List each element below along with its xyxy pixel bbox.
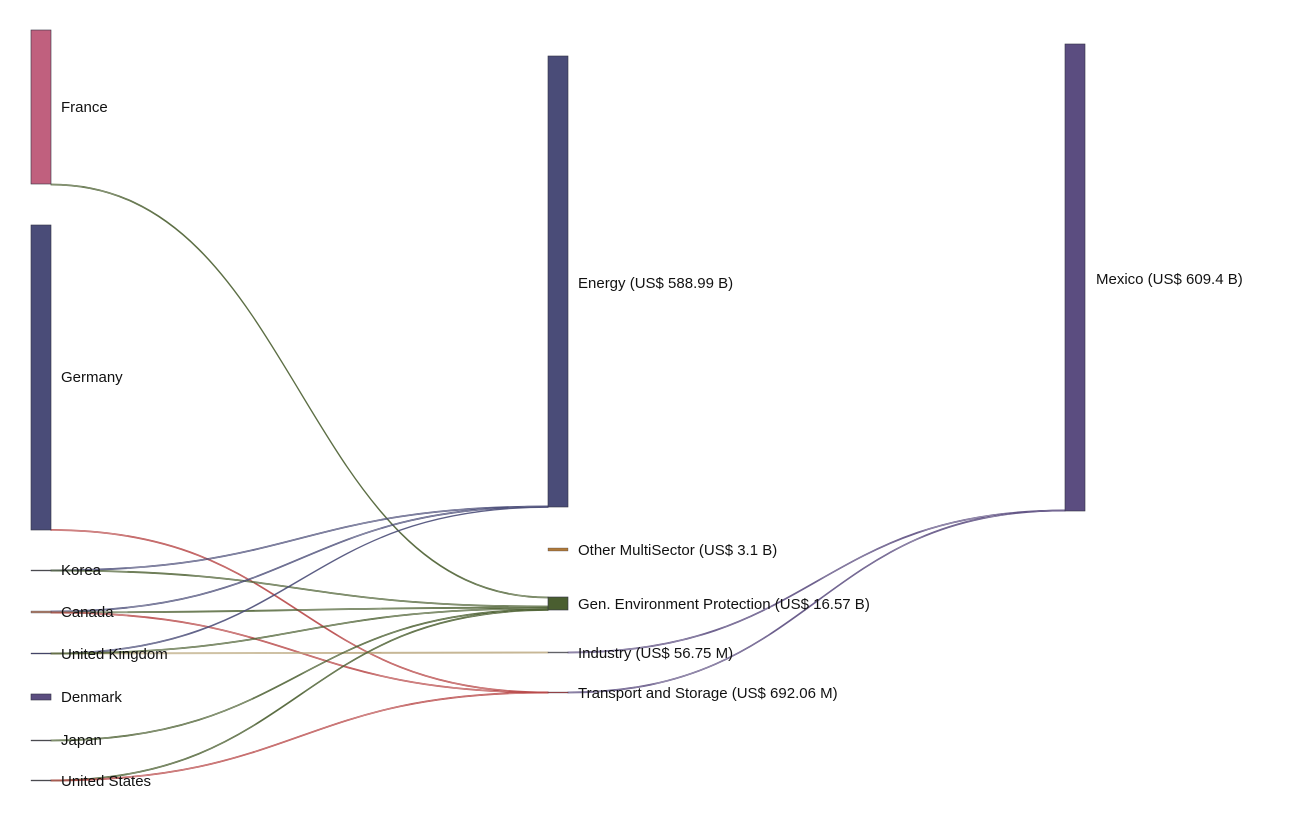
node-japan xyxy=(30,739,52,742)
link-industry-to-mexico xyxy=(567,509,1066,654)
node-label-mexico: Mexico (US$ 609.4 B) xyxy=(1096,271,1243,288)
labels-layer: France Germany Korea Canada United Kingd… xyxy=(61,99,1243,790)
node-label-canada: Canada xyxy=(61,604,114,621)
node-korea xyxy=(30,569,52,572)
node-uk xyxy=(30,652,52,655)
link-canada-to-energy xyxy=(50,505,549,613)
node-label-japan: Japan xyxy=(61,732,102,749)
node-label-energy: Energy (US$ 588.99 B) xyxy=(578,275,733,292)
node-energy xyxy=(547,55,569,508)
node-denmark xyxy=(30,693,52,701)
node-label-germany: Germany xyxy=(61,369,123,386)
node-france xyxy=(30,29,52,185)
node-label-denmark: Denmark xyxy=(61,689,122,706)
node-us xyxy=(30,779,52,782)
node-other xyxy=(547,547,569,552)
node-mexico xyxy=(1064,43,1086,512)
node-label-other-multisector: Other MultiSector (US$ 3.1 B) xyxy=(578,542,777,559)
node-label-gen-environment-protection: Gen. Environment Protection (US$ 16.57 B… xyxy=(578,596,870,613)
node-label-transport-and-storage: Transport and Storage (US$ 692.06 M) xyxy=(578,685,838,702)
link-france-to-energy xyxy=(51,30,548,210)
node-germany xyxy=(30,224,52,531)
node-label-korea: Korea xyxy=(61,562,102,579)
link-uk-to-energy xyxy=(50,506,549,655)
node-label-industry: Industry (US$ 56.75 M) xyxy=(578,645,733,662)
node-canada xyxy=(30,610,52,614)
link-germany-to-transport xyxy=(50,529,549,694)
node-env xyxy=(547,596,569,611)
node-label-united-states: United States xyxy=(61,773,151,790)
node-label-united-kingdom: United Kingdom xyxy=(61,646,168,663)
node-transport xyxy=(547,691,569,694)
link-korea-to-env xyxy=(50,569,549,608)
link-korea-to-energy xyxy=(50,505,549,572)
link-us-to-env xyxy=(50,609,549,782)
link-germany-to-energy xyxy=(51,210,548,521)
node-label-france: France xyxy=(61,99,108,116)
nodes-layer xyxy=(30,29,1086,782)
link-japan-to-env xyxy=(50,608,549,742)
node-industry xyxy=(547,651,569,654)
